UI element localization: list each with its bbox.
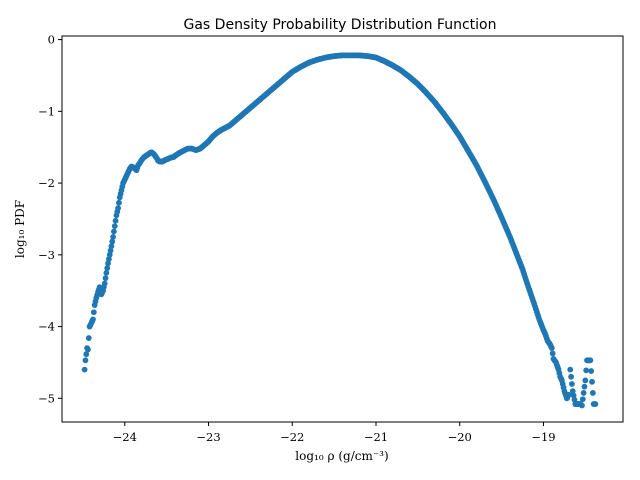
plot-frame <box>61 35 624 423</box>
data-point <box>570 392 577 399</box>
data-point <box>102 275 109 282</box>
data-point <box>569 381 575 387</box>
x-tick-label: −19 <box>531 430 555 444</box>
data-point <box>111 223 118 230</box>
data-point <box>549 350 556 357</box>
data-point <box>106 251 113 258</box>
data-point <box>112 217 119 224</box>
data-point <box>583 367 590 374</box>
data-point <box>85 335 92 341</box>
y-tick-label: 0 <box>48 33 55 47</box>
x-axis-label: log₁₀ ρ (g/cm⁻³) <box>295 449 388 463</box>
data-point <box>103 269 110 276</box>
data-point <box>579 402 585 409</box>
data-point <box>109 238 116 245</box>
data-point <box>589 390 596 396</box>
data-point <box>83 351 90 358</box>
y-tick-label: −3 <box>38 248 55 262</box>
data-point <box>116 199 122 206</box>
data-point <box>581 383 588 390</box>
data-point <box>582 377 589 384</box>
data-point <box>548 345 555 351</box>
y-tick-label: −4 <box>38 320 55 334</box>
x-tick-label: −24 <box>113 430 137 444</box>
data-point <box>108 243 115 250</box>
data-point <box>82 357 89 364</box>
y-tick-label: −1 <box>38 104 55 118</box>
y-axis-ticks: 0 −1 −2 −3 −4 −5 <box>38 33 62 405</box>
data-point <box>568 373 574 380</box>
data-point <box>90 316 96 323</box>
data-point <box>90 309 97 316</box>
data-point <box>565 391 572 398</box>
data-point <box>115 205 121 212</box>
y-tick-label: −5 <box>38 391 55 405</box>
data-point <box>589 378 595 385</box>
data-point <box>101 280 108 287</box>
data-point <box>111 228 117 235</box>
data-point <box>104 265 111 271</box>
data-point <box>579 396 586 403</box>
chart-title: Gas Density Probability Distribution Fun… <box>184 17 497 33</box>
data-point <box>569 388 576 395</box>
data-point <box>85 346 91 353</box>
data-point <box>105 260 111 267</box>
data-points <box>81 52 599 409</box>
x-tick-label: −21 <box>364 430 388 444</box>
data-point <box>580 390 587 396</box>
x-tick-label: −23 <box>196 430 220 444</box>
data-point <box>588 368 595 374</box>
data-point <box>81 366 88 373</box>
x-tick-label: −20 <box>448 430 472 444</box>
data-point <box>105 256 112 263</box>
data-point <box>107 247 114 254</box>
y-tick-label: −2 <box>38 176 55 190</box>
y-axis-label: log₁₀ PDF <box>13 200 27 258</box>
x-tick-label: −22 <box>280 430 304 444</box>
data-point <box>592 401 599 407</box>
data-point <box>110 233 116 240</box>
x-axis-ticks: −24 −23 −22 −21 −20 −19 <box>113 422 556 444</box>
data-point <box>567 366 574 373</box>
data-point <box>587 357 594 364</box>
